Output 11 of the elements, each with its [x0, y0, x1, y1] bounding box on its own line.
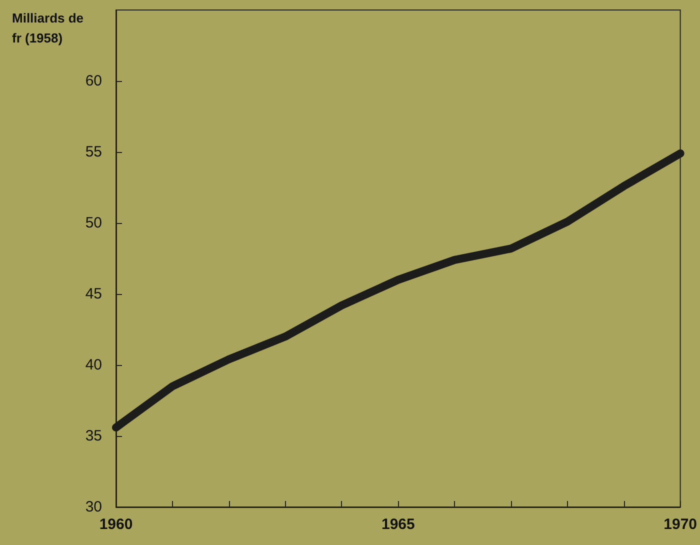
y-tick-label: 60 [85, 72, 102, 90]
x-tick-label: 1965 [381, 516, 415, 533]
y-tick-label: 30 [85, 498, 102, 516]
y-tick-label: 55 [85, 144, 102, 160]
y-axis-title: Milliards de fr (1958) [12, 10, 88, 46]
y-tick-label: 40 [85, 356, 102, 374]
x-tick-label: 1960 [99, 516, 133, 533]
y-tick-label: 35 [85, 428, 102, 444]
y-tick-label: 50 [85, 214, 102, 232]
x-tick-label: 1970 [664, 516, 698, 533]
y-tick-label: 45 [85, 286, 102, 302]
